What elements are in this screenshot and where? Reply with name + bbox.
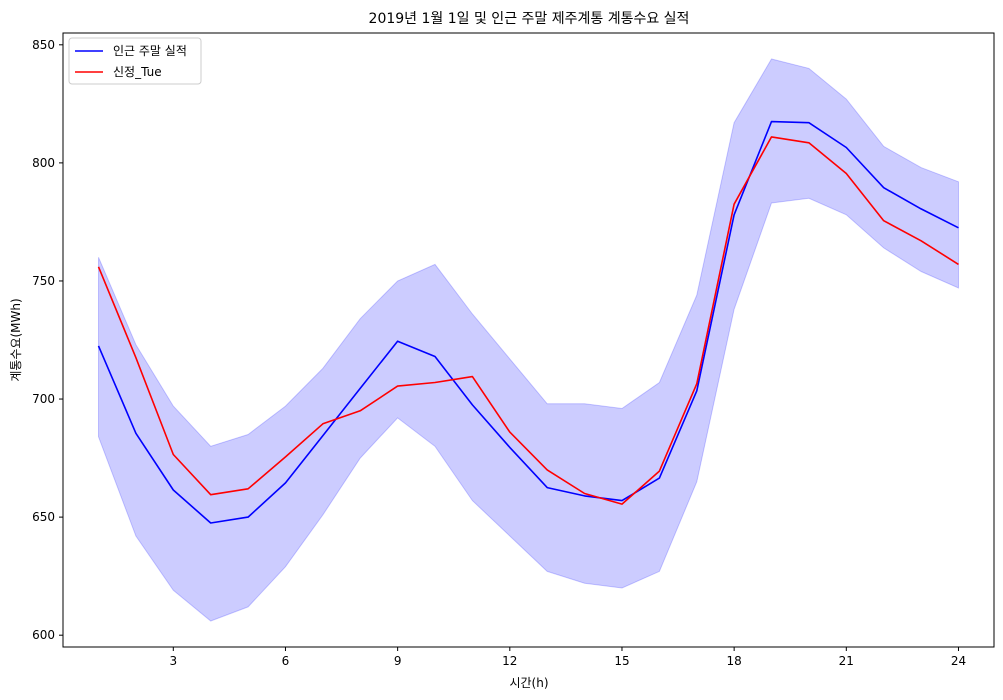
y-tick-label: 850 [32,38,55,52]
x-axis: 3 6 9 12 15 18 21 24 [169,647,966,668]
confidence-band-layer [98,58,959,622]
y-axis-label: 계통수요(MWh) [9,298,23,381]
x-tick-label: 21 [839,654,854,668]
x-tick-label: 3 [169,654,177,668]
y-tick-label: 750 [32,274,55,288]
series-line-1 [97,120,959,524]
y-axis: 600 650 700 750 800 850 [32,38,63,642]
plot-frame [62,32,995,648]
x-tick-label: 9 [394,654,402,668]
x-tick-label: 18 [727,654,742,668]
y-tick-label: 650 [32,510,55,524]
x-tick-label: 6 [282,654,290,668]
confidence-band [98,58,959,622]
x-tick-label: 24 [951,654,966,668]
series-line-2 [97,136,959,505]
series-layer [97,120,959,524]
plot-area [97,58,959,622]
y-tick-label: 700 [32,392,55,406]
y-tick-label: 800 [32,156,55,170]
x-tick-label: 12 [502,654,517,668]
y-tick-label: 600 [32,628,55,642]
legend-label-2: 신정_Tue [113,65,162,79]
legend-label-1: 인근 주말 실적 [113,44,187,58]
x-tick-label: 15 [614,654,629,668]
x-axis-label: 시간(h) [509,676,548,690]
chart-title: 2019년 1월 1일 및 인근 주말 제주계통 계통수요 실적 [369,11,690,27]
